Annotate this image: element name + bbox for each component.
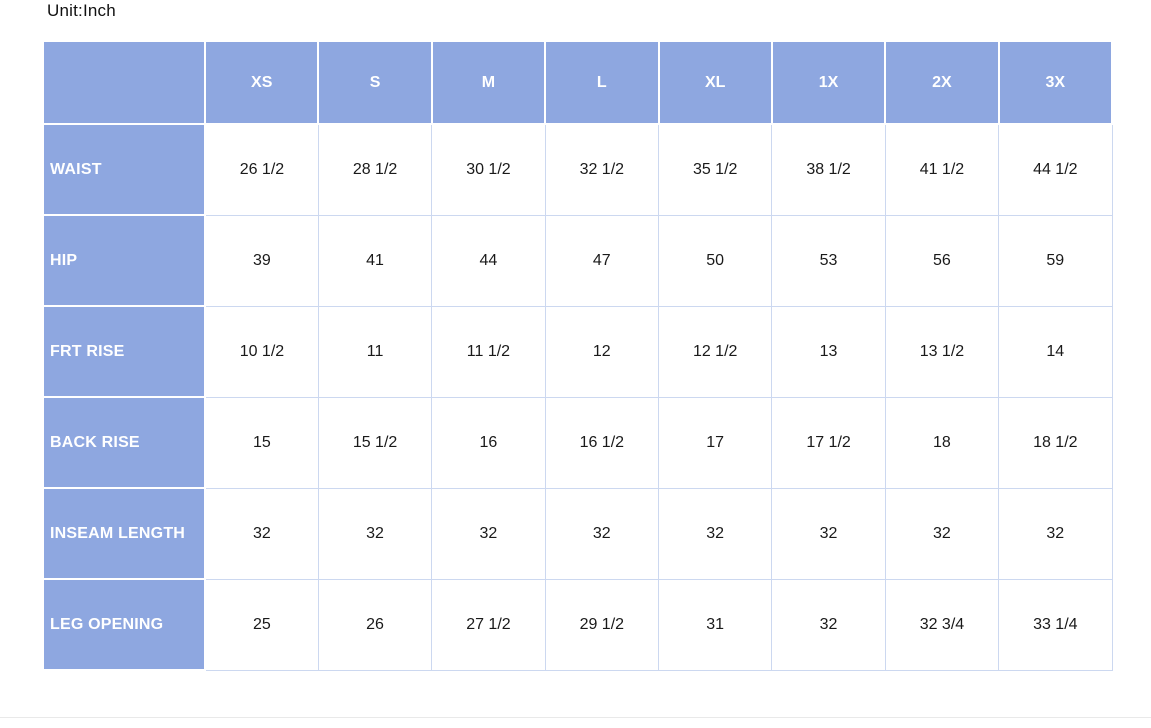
table-cell: 56 xyxy=(884,214,1000,307)
table-cell: 28 1/2 xyxy=(317,123,433,216)
table-row: LEG OPENING 25 26 27 1/2 29 1/2 31 32 32 3/4 33 … xyxy=(42,578,1113,671)
table-cell: 12 1/2 xyxy=(657,305,773,398)
table-cell: 11 1/2 xyxy=(431,305,546,398)
size-chart-table: XS S M L XL 1X 2X 3X WAIST 26 1/2 28 1/2 30 1/2 32 … xyxy=(42,40,1114,671)
table-row: BACK RISE 15 15 1/2 16 16 1/2 17 17 1/2 18 18 1/… xyxy=(42,396,1113,489)
row-header: WAIST xyxy=(42,123,206,216)
table-cell: 15 1/2 xyxy=(317,396,433,489)
table-cell: 32 xyxy=(771,487,886,580)
table-cell: 26 xyxy=(317,578,433,671)
table-cell: 47 xyxy=(544,214,660,307)
table-cell: 32 xyxy=(998,487,1113,580)
table-cell: 17 xyxy=(657,396,773,489)
header-row: XS S M L XL 1X 2X 3X xyxy=(42,40,1114,125)
table-cell: 32 xyxy=(544,487,660,580)
table-cell: 11 xyxy=(317,305,433,398)
table-cell: 35 1/2 xyxy=(657,123,773,216)
column-header-l: L xyxy=(544,40,660,125)
table-cell: 15 xyxy=(204,396,319,489)
table-cell: 39 xyxy=(204,214,319,307)
table-cell: 53 xyxy=(771,214,886,307)
column-header-s: S xyxy=(317,40,433,125)
table-cell: 59 xyxy=(998,214,1113,307)
table-cell: 27 1/2 xyxy=(431,578,546,671)
table-cell: 13 xyxy=(771,305,886,398)
table-cell: 25 xyxy=(204,578,319,671)
table-cell: 16 1/2 xyxy=(544,396,660,489)
table-cell: 32 xyxy=(431,487,546,580)
table-cell: 14 xyxy=(998,305,1113,398)
table-cell: 26 1/2 xyxy=(204,123,319,216)
column-header-xl: XL xyxy=(657,40,773,125)
column-header-3x: 3X xyxy=(997,40,1114,125)
table-row: HIP 39 41 44 47 50 53 56 59 xyxy=(42,214,1113,307)
table-cell: 31 xyxy=(657,578,773,671)
page-divider xyxy=(0,717,1151,718)
table-row: WAIST 26 1/2 28 1/2 30 1/2 32 1/2 35 1/2 38 1/… xyxy=(42,123,1113,216)
row-header: INSEAM LENGTH xyxy=(42,487,206,580)
row-header: LEG OPENING xyxy=(42,578,206,671)
row-header: FRT RISE xyxy=(42,305,206,398)
table-cell: 32 3/4 xyxy=(884,578,1000,671)
table-cell: 41 1/2 xyxy=(884,123,1000,216)
table-cell: 32 xyxy=(317,487,433,580)
column-header-m: M xyxy=(430,40,547,125)
table-cell: 12 xyxy=(544,305,660,398)
table-cell: 32 xyxy=(204,487,319,580)
column-header-2x: 2X xyxy=(884,40,1000,125)
table-cell: 18 xyxy=(884,396,1000,489)
table-cell: 10 1/2 xyxy=(204,305,319,398)
table-row: INSEAM LENGTH 32 32 32 32 32 32 32 32 xyxy=(42,487,1113,580)
table-cell: 18 1/2 xyxy=(998,396,1113,489)
table-cell: 17 1/2 xyxy=(771,396,886,489)
column-header-1x: 1X xyxy=(770,40,887,125)
table-row: FRT RISE 10 1/2 11 11 1/2 12 12 1/2 13 13 1/2 14 xyxy=(42,305,1113,398)
row-header: HIP xyxy=(42,214,206,307)
table-cell: 44 xyxy=(431,214,546,307)
table-cell: 33 1/4 xyxy=(998,578,1113,671)
table-header: XS S M L XL 1X 2X 3X xyxy=(42,40,1114,125)
unit-label: Unit:Inch xyxy=(47,1,116,20)
table-cell: 50 xyxy=(657,214,773,307)
table-cell: 44 1/2 xyxy=(998,123,1113,216)
table-body: WAIST 26 1/2 28 1/2 30 1/2 32 1/2 35 1/2 38 1/… xyxy=(42,123,1113,671)
column-header-xs: XS xyxy=(203,40,320,125)
table-cell: 13 1/2 xyxy=(884,305,1000,398)
row-header: BACK RISE xyxy=(42,396,206,489)
table-cell: 32 xyxy=(657,487,773,580)
corner-cell xyxy=(42,40,206,125)
table-cell: 38 1/2 xyxy=(771,123,886,216)
table-cell: 30 1/2 xyxy=(431,123,546,216)
table-cell: 32 xyxy=(771,578,886,671)
table-cell: 41 xyxy=(317,214,433,307)
table-cell: 32 1/2 xyxy=(544,123,660,216)
table-cell: 32 xyxy=(884,487,1000,580)
table-cell: 16 xyxy=(431,396,546,489)
table-cell: 29 1/2 xyxy=(544,578,660,671)
